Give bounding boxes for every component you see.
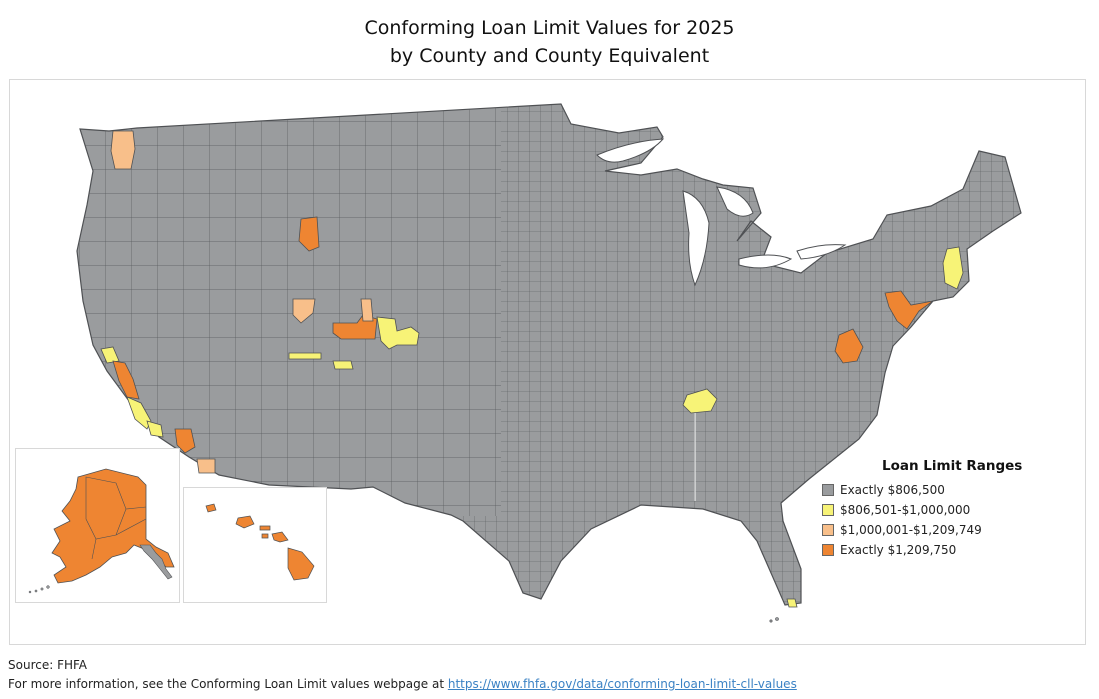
legend-swatch-orange [822,544,834,556]
county-sanmiguel-co [332,360,354,370]
legend-label: $806,501-$1,000,000 [840,503,971,517]
county-monroe-fl [786,598,798,608]
legend-label: Exactly $1,209,750 [840,543,957,557]
county-denver-co [376,316,420,350]
alaska-inset [15,448,180,603]
county-nyc-metro [884,290,934,330]
legend-item-base: Exactly $806,500 [822,480,1037,500]
county-grand-ut [288,352,322,360]
legend: Loan Limit Ranges Exactly $806,500 $806,… [822,458,1037,560]
info-prefix: For more information, see the Conforming… [8,677,448,691]
legend-swatch-yellow [822,504,834,516]
info-note: For more information, see the Conforming… [8,675,797,694]
county-nashville-tn [682,388,718,414]
map-frame: Loan Limit Ranges Exactly $806,500 $806,… [9,79,1086,645]
great-lakes [596,138,847,287]
title-line-2: by County and County Equivalent [389,45,710,67]
county-ventura-ca [146,420,164,438]
legend-label: $1,000,001-$1,209,749 [840,523,982,537]
highlighted-counties [100,130,964,608]
legend-label: Exactly $806,500 [840,483,945,497]
legend-swatch-gray [822,484,834,496]
county-dc-metro [834,328,864,364]
fhfa-link[interactable]: https://www.fhfa.gov/data/conforming-loa… [447,677,797,691]
title-line-1: Conforming Loan Limit Values for 2025 [364,17,735,39]
county-king-wa [110,130,136,170]
footer: Source: FHFA For more information, see t… [8,656,797,694]
florida-keys [769,617,779,623]
county-sonoma-ca [100,346,120,364]
legend-item-yellow: $806,501-$1,000,000 [822,500,1037,520]
source-note: Source: FHFA [8,658,88,672]
county-routt-co [360,298,374,322]
county-teton-wy [298,216,320,252]
county-bayarea-ca [112,360,140,400]
chart-title: Conforming Loan Limit Values for 2025 by… [0,14,1099,70]
county-boston-ma [942,246,964,290]
hawaii-inset [183,487,327,603]
legend-swatch-peach [822,524,834,536]
county-summit-ut [292,298,316,324]
legend-item-orange: Exactly $1,209,750 [822,540,1037,560]
legend-item-peach: $1,000,001-$1,209,749 [822,520,1037,540]
county-la-ca [174,428,196,454]
legend-title: Loan Limit Ranges [882,458,1023,474]
county-sandiego-ca [196,458,216,474]
hawaii-map [205,503,315,581]
alaska-map [28,468,175,594]
